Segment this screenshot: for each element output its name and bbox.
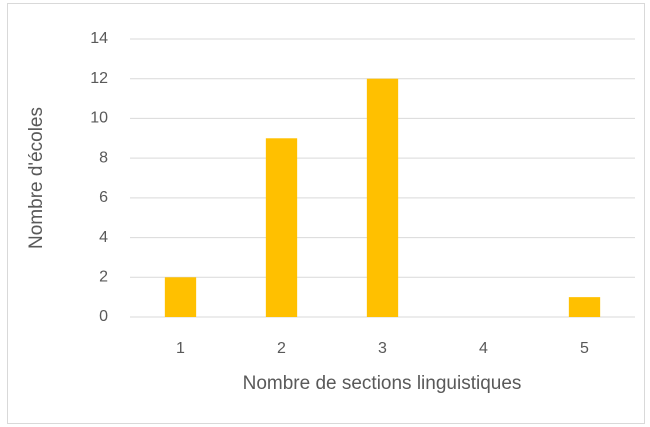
bar	[568, 297, 601, 317]
y-tick-label: 6	[99, 189, 108, 206]
bar	[164, 277, 197, 317]
y-tick-label: 2	[99, 269, 108, 286]
x-tick-label: 3	[378, 340, 387, 357]
x-tick-label: 5	[580, 340, 589, 357]
bar	[366, 78, 399, 317]
x-axis-label: Nombre de sections linguistiques	[243, 373, 522, 394]
chart-border	[7, 3, 645, 424]
y-tick-label: 10	[90, 110, 108, 127]
y-tick-label: 14	[90, 30, 108, 47]
y-tick-label: 0	[99, 308, 108, 325]
y-tick-label: 8	[99, 149, 108, 166]
x-tick-label: 1	[176, 340, 185, 357]
x-tick-label: 2	[277, 340, 286, 357]
x-tick-label: 4	[479, 340, 488, 357]
y-axis-label: Nombre d'écoles	[26, 107, 47, 249]
y-tick-label: 4	[99, 229, 108, 246]
y-tick-label: 12	[90, 70, 108, 87]
bar	[265, 138, 298, 317]
